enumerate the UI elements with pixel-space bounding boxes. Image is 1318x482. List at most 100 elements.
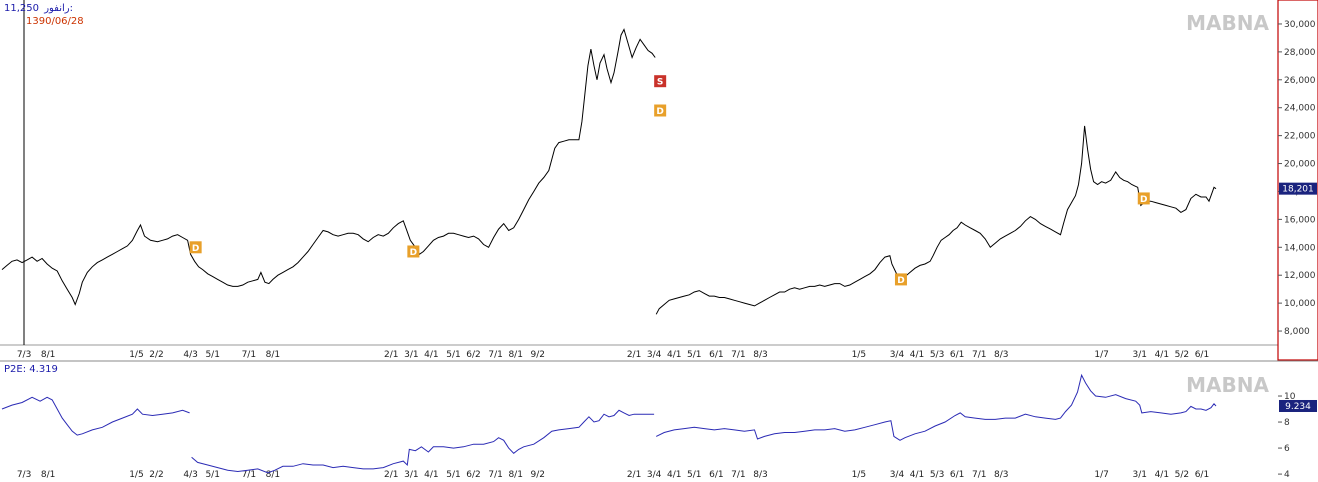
indicator-info-value: 4.319 [29,364,58,375]
indicator-info-name: P2E: [4,364,26,375]
indicator-x-tick-label: 8/3 [753,470,767,480]
price-x-tick-label: 5/3 [930,350,944,360]
signal-marker-label: D [192,244,199,254]
indicator-x-tick-labels: 7/3 8/1 1/5 2/2 4/3 5/1 7/1 8/1 2/1 3/1 4/1 5/1 6/2 7… [17,470,1209,480]
indicator-watermark: MABNA [1186,373,1269,397]
price-line-segment [1,28,656,306]
indicator-line-segment [191,409,655,474]
indicator-current-value-bg [1279,399,1317,412]
price-y-tick-label: 28,000 [1284,48,1316,58]
indicator-x-tick-label: 3/4 [647,470,662,480]
price-x-tick-label: 6/1 [950,350,964,360]
indicator-x-tick-label: 5/1 [687,470,701,480]
signal-marker-box [654,104,667,117]
indicator-current-value: 9.234 [1285,402,1311,412]
indicator-x-tick-label: 7/1 [242,470,256,480]
indicator-y-tick-label: 4 [1284,470,1290,480]
indicator-series [1,373,1217,474]
indicator-x-tick-label: 7/1 [731,470,745,480]
indicator-info-readout: P2E: 4.319 [4,364,58,375]
price-y-tick-label: 14,000 [1284,243,1316,253]
signal-markers: D D S D D D [189,75,1150,286]
price-x-tick-label: 3/4 [647,350,662,360]
indicator-x-tick-label: 2/2 [149,470,163,480]
price-x-tick-label: 4/1 [667,350,681,360]
indicator-x-tick-label: 4/1 [667,470,681,480]
indicator-x-tick-label: 7/3 [17,470,31,480]
signal-marker-s[interactable]: S [654,75,667,88]
price-y-tick-label: 16,000 [1284,215,1316,225]
price-y-axis[interactable] [1277,0,1318,361]
price-x-tick-label: 5/1 [446,350,460,360]
indicator-x-tick-label: 1/7 [1094,470,1108,480]
signal-marker-d[interactable]: D [1137,192,1150,205]
price-x-tick-label: 8/1 [41,350,55,360]
price-x-tick-label: 5/1 [687,350,701,360]
price-line-segment [655,125,1217,315]
indicator-y-axis[interactable] [1278,362,1318,482]
price-y-tick-label: 20,000 [1284,160,1316,170]
indicator-x-tick-label: 7/1 [488,470,502,480]
cursor-date: 1390/06/28 [26,16,84,27]
indicator-x-tick-label: 4/1 [910,470,924,480]
indicator-y-tick-label: 8 [1284,418,1290,428]
price-x-tick-label: 1/5 [129,350,143,360]
price-x-tick-label: 6/1 [1195,350,1209,360]
price-info-name: رانفور: [43,3,73,14]
indicator-x-tick-label: 3/1 [1133,470,1147,480]
signal-marker-box [189,241,202,254]
signal-marker-label: S [657,78,663,88]
price-x-tick-label: 5/1 [205,350,219,360]
indicator-x-tick-label: 3/1 [404,470,418,480]
indicator-panel[interactable]: 7/3 8/1 1/5 2/2 4/3 5/1 7/1 8/1 2/1 3/1 4/1 5/1 6/2 7… [0,362,1318,482]
signal-marker-label: D [410,248,417,258]
price-y-tick-label: 22,000 [1284,132,1316,142]
price-current-value-badge: 18,201 [1279,182,1317,195]
price-x-tick-label: 8/3 [753,350,767,360]
price-x-tick-label: 4/1 [424,350,438,360]
signal-marker-d[interactable]: D [407,245,420,258]
indicator-x-tick-label: 8/3 [994,470,1008,480]
price-y-tick-label: 30,000 [1284,20,1316,30]
indicator-current-value-badge: 9.234 [1279,399,1317,412]
price-y-tick-label: 26,000 [1284,76,1316,86]
price-x-tick-label: 6/2 [466,350,480,360]
signal-marker-box [407,245,420,258]
price-x-tick-label: 6/1 [709,350,723,360]
price-y-tick-label: 12,000 [1284,271,1316,281]
price-panel[interactable]: 7/3 8/1 1/5 2/2 4/3 5/1 7/1 8/1 2/1 3/1 4/1 5/1 6/2 7… [0,0,1318,361]
price-x-tick-label: 2/1 [384,350,398,360]
price-info-value: 11,250 [4,3,39,14]
price-series [1,28,1217,315]
indicator-x-tick-label: 6/1 [950,470,964,480]
indicator-line-segment [1,396,190,436]
price-info-readout: 11,250 رانفور: [4,3,73,14]
indicator-x-tick-label: 7/1 [972,470,986,480]
signal-marker-label: D [656,107,663,117]
signal-marker-label: D [1140,195,1147,205]
signal-marker-d[interactable]: D [654,104,667,118]
indicator-x-tick-label: 2/1 [384,470,398,480]
price-current-value: 18,201 [1282,185,1314,195]
signal-marker-box [1137,192,1150,205]
price-x-tick-label: 8/1 [266,350,280,360]
indicator-x-tick-label: 6/1 [709,470,723,480]
price-x-tick-label: 1/5 [852,350,866,360]
indicator-x-tick-label: 6/1 [1195,470,1209,480]
indicator-x-tick-label: 8/1 [508,470,522,480]
indicator-x-tick-label: 4/3 [183,470,197,480]
signal-marker-d[interactable]: D [894,273,907,286]
indicator-x-tick-label: 8/1 [41,470,55,480]
price-x-tick-label: 7/1 [488,350,502,360]
indicator-x-tick-label: 1/5 [852,470,866,480]
indicator-x-tick-label: 9/2 [531,470,545,480]
price-x-tick-label: 3/1 [1133,350,1147,360]
price-x-tick-label: 3/1 [404,350,418,360]
indicator-y-tick-label: 10 [1284,392,1296,402]
indicator-x-tick-label: 5/2 [1175,470,1189,480]
indicator-x-tick-label: 6/2 [466,470,480,480]
indicator-x-tick-label: 3/4 [890,470,905,480]
signal-marker-d[interactable]: D [189,241,202,254]
price-x-tick-label: 4/1 [1155,350,1169,360]
